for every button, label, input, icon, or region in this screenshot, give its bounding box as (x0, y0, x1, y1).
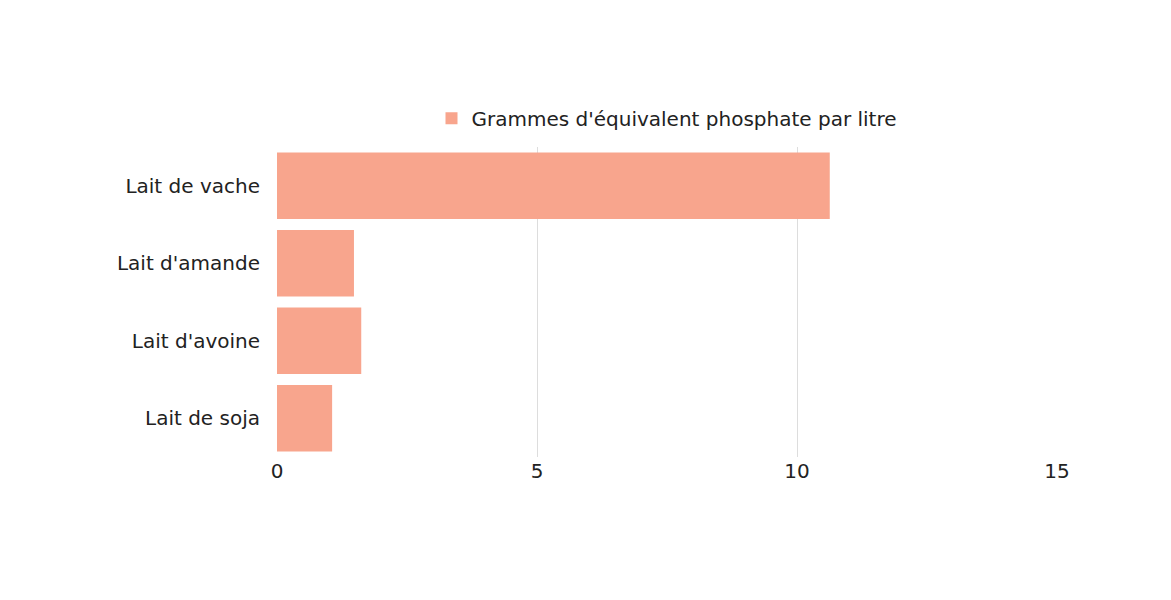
svg-text:Grammes d'équivalent phosphate: Grammes d'équivalent phosphate par litre (472, 107, 897, 131)
svg-text:10: 10 (784, 459, 809, 483)
svg-text:Lait d'amande: Lait d'amande (117, 251, 260, 275)
svg-text:15: 15 (1044, 459, 1069, 483)
svg-text:Lait de soja: Lait de soja (145, 406, 260, 430)
svg-text:Lait de vache: Lait de vache (125, 174, 260, 198)
svg-text:Lait d'avoine: Lait d'avoine (132, 329, 260, 353)
svg-text:5: 5 (531, 459, 544, 483)
svg-text:0: 0 (271, 459, 284, 483)
